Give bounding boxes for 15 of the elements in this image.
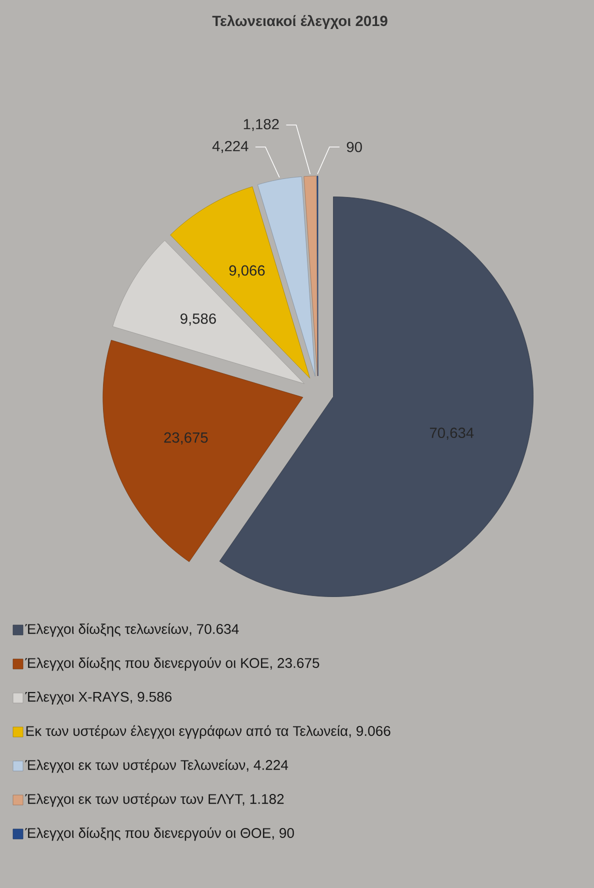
legend-label: Έλεγχοι εκ των υστέρων των ΕΛΥΤ, 1.182 — [25, 793, 284, 807]
data-label: 4,224 — [212, 140, 248, 154]
legend-label: Εκ των υστέρων έλεγχοι εγγράφων από τα Τελωνεία, 9.066 — [26, 725, 390, 739]
data-label: 1,182 — [244, 118, 279, 132]
legend-label: Έλεγχοι δίωξης που διενεργούν οι ΚΟΕ, 23.675 — [25, 657, 320, 671]
chart-title: Τελωνειακοί έλεγχοι 2019 — [212, 14, 388, 30]
data-label: 9,586 — [180, 313, 216, 326]
data-label: 9,066 — [229, 265, 265, 278]
data-label: 70,634 — [430, 428, 474, 440]
legend-label: Έλεγχοι δίωξης τελωνείων, 70.634 — [25, 623, 239, 637]
data-label: 23,675 — [164, 432, 208, 444]
legend-label: Έλεγχοι δίωξης που διενεργούν οι ΘΟΕ, 90 — [25, 827, 294, 841]
legend-label: Έλεγχοι X-RAYS, 9.586 — [25, 691, 172, 705]
legend-label: Έλεγχοι εκ των υστέρων Τελωνείων, 4.224 — [25, 759, 288, 773]
data-label: 90 — [346, 142, 362, 152]
